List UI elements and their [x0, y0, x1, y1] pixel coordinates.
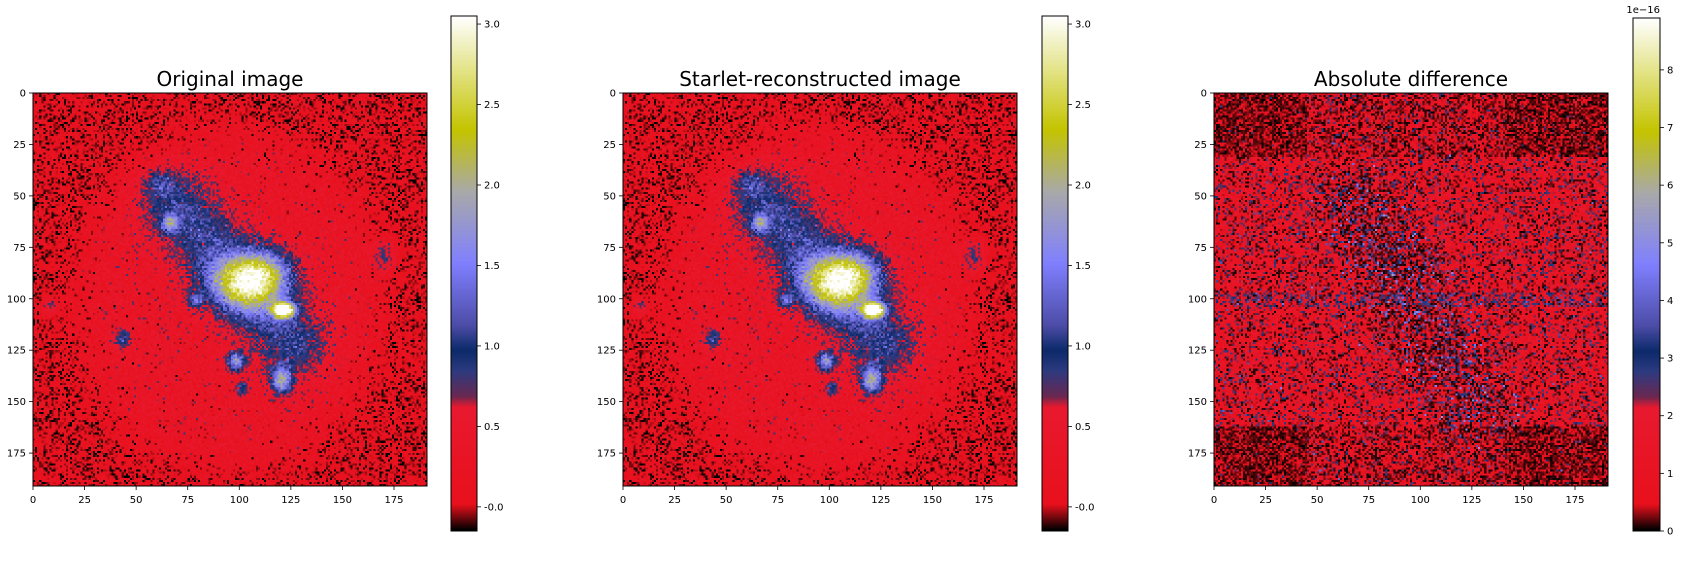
y-tick-label: 100	[7, 294, 26, 305]
y-tick-label: 50	[603, 191, 616, 202]
colorbar-tick-label: 1.5	[1075, 261, 1091, 272]
x-tick-label: 0	[30, 495, 36, 506]
colorbar-tick-label: -0.0	[1075, 502, 1095, 513]
colorbar-tick-label: 2.5	[484, 100, 500, 111]
y-tick-label: 25	[13, 140, 26, 151]
colorbar-tick-label: 3	[1667, 354, 1673, 365]
x-tick-label: 75	[1362, 495, 1375, 506]
heatmap-image	[623, 93, 1017, 486]
x-tick-label: 25	[78, 495, 91, 506]
x-tick-label: 50	[130, 495, 143, 506]
x-tick-label: 25	[1259, 495, 1272, 506]
x-tick-label: 175	[384, 495, 403, 506]
x-tick-label: 75	[771, 495, 784, 506]
colorbar-tick-label: 0.5	[1075, 422, 1091, 433]
y-tick-label: 0	[20, 89, 26, 100]
y-tick-label: 0	[1201, 89, 1207, 100]
x-tick-label: 175	[1565, 495, 1584, 506]
y-tick-label: 25	[603, 140, 616, 151]
x-tick-label: 175	[974, 495, 993, 506]
colorbar-gradient	[1042, 16, 1068, 531]
colorbar-tick-label: -0.0	[484, 502, 504, 513]
heatmap-image	[1214, 93, 1608, 486]
colorbar-frame	[450, 15, 478, 532]
y-tick-label: 150	[597, 397, 616, 408]
x-tick-label: 100	[230, 495, 249, 506]
y-tick-label: 0	[610, 89, 616, 100]
colorbar-tick-label: 4	[1667, 296, 1673, 307]
y-tick-label: 175	[597, 449, 616, 460]
colorbar-tick-label: 2.0	[484, 180, 500, 191]
x-tick-label: 125	[871, 495, 890, 506]
x-tick-label: 50	[720, 495, 733, 506]
y-tick-label: 150	[7, 397, 26, 408]
y-tick-label: 100	[1188, 294, 1207, 305]
colorbar-gradient	[451, 16, 477, 531]
x-tick-label: 125	[1462, 495, 1481, 506]
colorbar-tick-label: 2	[1667, 411, 1673, 422]
y-tick-label: 75	[13, 243, 26, 254]
colorbar-tick-label: 1.5	[484, 261, 500, 272]
panel-title: Starlet-reconstructed image	[679, 67, 961, 91]
y-tick-label: 125	[597, 346, 616, 357]
colorbar-tick-label: 0	[1667, 527, 1673, 538]
colorbar-gradient	[1633, 18, 1660, 531]
y-tick-label: 150	[1188, 397, 1207, 408]
x-tick-label: 50	[1311, 495, 1324, 506]
colorbar-frame	[1632, 17, 1661, 532]
colorbar-tick-label: 6	[1667, 181, 1673, 192]
y-tick-label: 75	[1194, 243, 1207, 254]
colorbar-tick-label: 0.5	[484, 422, 500, 433]
y-tick-label: 75	[603, 243, 616, 254]
colorbar-tick-label: 5	[1667, 238, 1673, 249]
axes-frame	[1213, 92, 1609, 487]
x-tick-label: 150	[333, 495, 352, 506]
y-tick-label: 50	[1194, 191, 1207, 202]
x-tick-label: 75	[181, 495, 194, 506]
axes-frame	[32, 92, 428, 487]
x-tick-label: 0	[1211, 495, 1217, 506]
panel-title: Original image	[157, 67, 304, 91]
colorbar-tick-label: 1.0	[484, 341, 500, 352]
x-tick-label: 100	[1411, 495, 1430, 506]
y-tick-label: 100	[597, 294, 616, 305]
colorbar-tick-label: 1.0	[1075, 341, 1091, 352]
y-tick-label: 175	[1188, 449, 1207, 460]
x-tick-label: 150	[1514, 495, 1533, 506]
axes-frame	[622, 92, 1018, 487]
colorbar-tick-label: 7	[1667, 123, 1673, 134]
y-tick-label: 50	[13, 191, 26, 202]
colorbar-tick-label: 2.0	[1075, 180, 1091, 191]
y-tick-label: 125	[1188, 346, 1207, 357]
colorbar-tick-label: 3.0	[1075, 20, 1091, 31]
panel-0: Original image 0 25 50 75 100 125 150 175 0 25 50 75…	[7, 15, 504, 532]
x-tick-label: 0	[620, 495, 626, 506]
y-tick-label: 25	[1194, 140, 1207, 151]
panel-title: Absolute difference	[1314, 67, 1508, 91]
panel-1: Starlet-reconstructed image 0 25 50 75 100 125…	[597, 15, 1095, 532]
y-tick-label: 175	[7, 449, 26, 460]
colorbar-tick-label: 8	[1667, 65, 1673, 76]
y-tick-label: 125	[7, 346, 26, 357]
colorbar-tick-label: 3.0	[484, 20, 500, 31]
colorbar-tick-label: 1	[1667, 469, 1673, 480]
x-tick-label: 125	[281, 495, 300, 506]
x-tick-label: 25	[668, 495, 681, 506]
x-tick-label: 150	[923, 495, 942, 506]
colorbar-tick-label: 2.5	[1075, 100, 1091, 111]
x-tick-label: 100	[820, 495, 839, 506]
colorbar-offset-text: 1e−16	[1626, 5, 1660, 16]
colorbar-frame	[1041, 15, 1069, 532]
heatmap-image	[33, 93, 427, 486]
